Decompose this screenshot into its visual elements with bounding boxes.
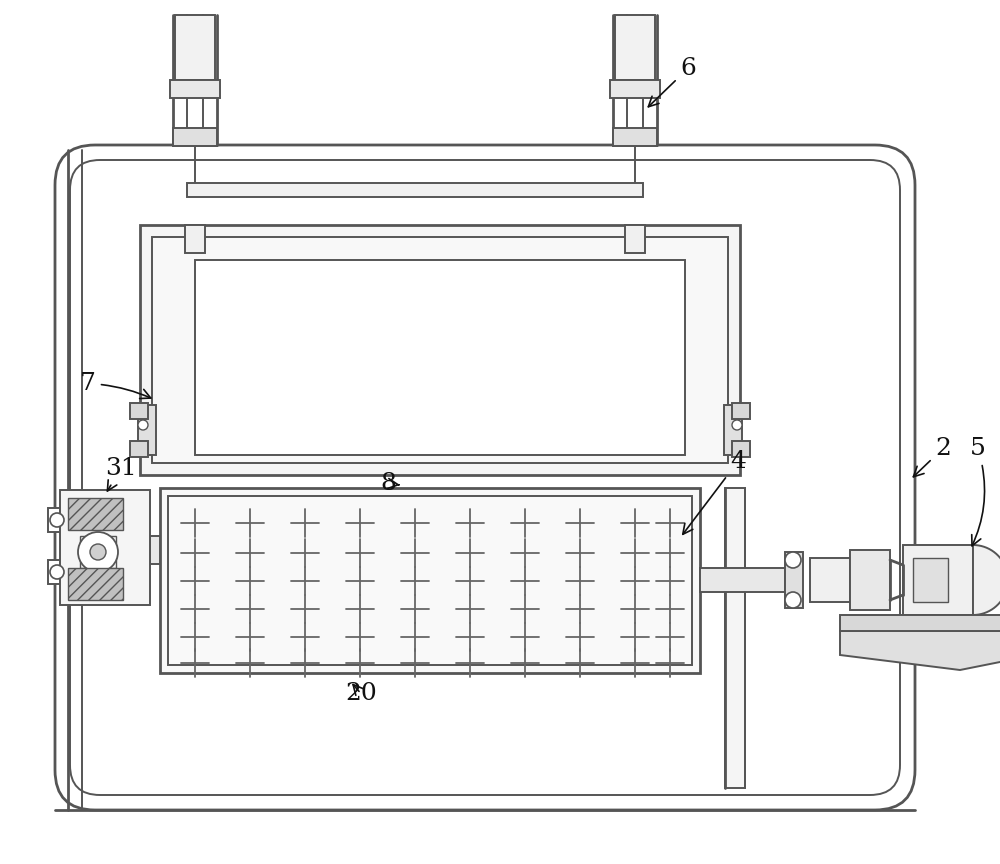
Bar	[913, 558, 948, 602]
Bar	[850, 550, 890, 610]
Bar	[613, 128, 657, 146]
Text: 5: 5	[970, 437, 986, 546]
Bar	[160, 488, 700, 673]
Text: 31: 31	[105, 457, 137, 491]
Bar	[68, 498, 123, 530]
Polygon shape	[973, 545, 1000, 615]
FancyBboxPatch shape	[55, 145, 915, 810]
Bar	[140, 225, 740, 475]
Bar	[903, 545, 973, 615]
Bar	[810, 558, 850, 602]
Circle shape	[50, 513, 64, 527]
Bar	[48, 560, 66, 584]
Bar	[130, 441, 148, 457]
Circle shape	[78, 532, 118, 572]
Bar	[185, 225, 205, 253]
Text: 2: 2	[913, 437, 951, 477]
Bar	[724, 405, 742, 455]
Bar	[150, 536, 160, 564]
Bar	[725, 488, 745, 788]
Text: 4: 4	[683, 450, 746, 534]
Circle shape	[785, 552, 801, 568]
Bar	[610, 80, 660, 98]
Bar	[170, 80, 220, 98]
Bar	[152, 237, 728, 463]
Bar	[173, 128, 217, 146]
Bar	[840, 615, 1000, 631]
Bar	[80, 536, 116, 568]
Text: 20: 20	[345, 682, 377, 705]
Bar	[60, 490, 150, 605]
Bar	[168, 496, 692, 665]
FancyBboxPatch shape	[70, 160, 900, 795]
Bar	[138, 405, 156, 455]
Polygon shape	[840, 631, 1000, 670]
Circle shape	[732, 420, 742, 430]
Bar	[48, 508, 66, 532]
Bar	[195, 260, 685, 455]
Text: 8: 8	[380, 472, 399, 495]
Bar	[130, 403, 148, 419]
Bar	[187, 183, 643, 197]
Bar	[175, 15, 215, 80]
Circle shape	[50, 565, 64, 579]
Bar	[732, 441, 750, 457]
Text: 7: 7	[80, 372, 151, 398]
Text: 6: 6	[648, 57, 696, 107]
Circle shape	[90, 544, 106, 560]
Circle shape	[138, 420, 148, 430]
Bar	[68, 568, 123, 600]
Bar	[625, 225, 645, 253]
Bar	[615, 15, 655, 80]
Bar	[785, 552, 803, 608]
Bar	[700, 568, 785, 592]
Circle shape	[785, 592, 801, 608]
Bar	[732, 403, 750, 419]
